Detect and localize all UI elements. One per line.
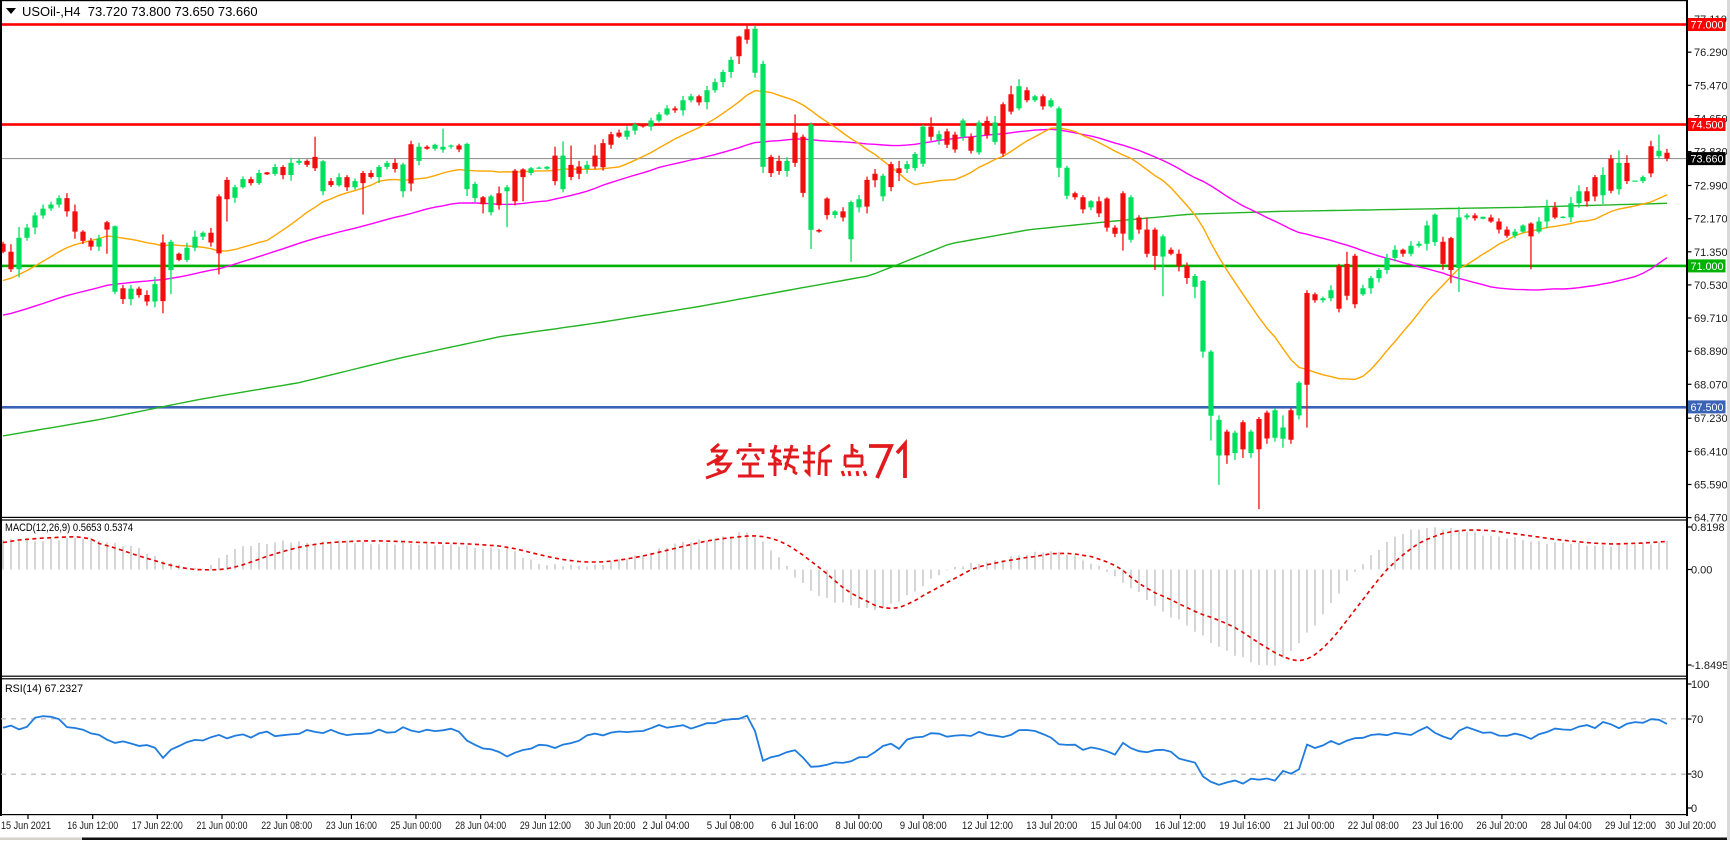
svg-text:5 Jul 08:00: 5 Jul 08:00 [707, 820, 754, 832]
svg-text:70: 70 [1691, 714, 1703, 726]
svg-text:73.660: 73.660 [1691, 154, 1724, 166]
svg-text:74.500: 74.500 [1691, 120, 1724, 132]
svg-text:67.500: 67.500 [1691, 402, 1724, 414]
svg-text:71.350: 71.350 [1694, 247, 1728, 259]
svg-text:28 Jun 04:00: 28 Jun 04:00 [455, 820, 506, 832]
svg-text:9 Jul 08:00: 9 Jul 08:00 [900, 820, 947, 832]
svg-text:67.230: 67.230 [1694, 413, 1728, 425]
svg-text:26 Jul 20:00: 26 Jul 20:00 [1476, 820, 1527, 832]
svg-text:13 Jul 20:00: 13 Jul 20:00 [1026, 820, 1077, 832]
svg-text:70.530: 70.530 [1694, 280, 1728, 292]
svg-text:23 Jun 16:00: 23 Jun 16:00 [326, 820, 377, 832]
svg-text:0.8198: 0.8198 [1691, 522, 1725, 534]
svg-text:30: 30 [1691, 769, 1703, 781]
svg-text:-1.8495: -1.8495 [1691, 660, 1728, 672]
svg-text:6 Jul 16:00: 6 Jul 16:00 [771, 820, 818, 832]
svg-text:29 Jun 12:00: 29 Jun 12:00 [520, 820, 571, 832]
svg-text:64.770: 64.770 [1694, 513, 1728, 525]
svg-text:72.170: 72.170 [1694, 214, 1728, 226]
svg-text:100: 100 [1691, 679, 1709, 691]
svg-text:19 Jul 16:00: 19 Jul 16:00 [1219, 820, 1270, 832]
svg-text:21 Jun 00:00: 21 Jun 00:00 [197, 820, 248, 832]
svg-text:30 Jun 20:00: 30 Jun 20:00 [585, 820, 636, 832]
svg-text:16 Jun 12:00: 16 Jun 12:00 [67, 820, 118, 832]
svg-text:28 Jul 04:00: 28 Jul 04:00 [1541, 820, 1592, 832]
svg-text:77.000: 77.000 [1691, 20, 1724, 32]
svg-text:22 Jun 08:00: 22 Jun 08:00 [261, 820, 312, 832]
svg-text:69.710: 69.710 [1694, 313, 1728, 325]
svg-text:MACD(12,26,9) 0.5653 0.5374: MACD(12,26,9) 0.5653 0.5374 [5, 522, 133, 534]
svg-text:21 Jul 00:00: 21 Jul 00:00 [1284, 820, 1335, 832]
svg-text:22 Jul 08:00: 22 Jul 08:00 [1348, 820, 1399, 832]
svg-text:76.290: 76.290 [1694, 47, 1728, 59]
svg-text:65.590: 65.590 [1694, 480, 1728, 492]
svg-text:RSI(14) 67.2327: RSI(14) 67.2327 [5, 683, 83, 695]
svg-text:75.470: 75.470 [1694, 80, 1728, 92]
svg-text:30 Jul 20:00: 30 Jul 20:00 [1665, 820, 1716, 832]
svg-text:23 Jul 16:00: 23 Jul 16:00 [1412, 820, 1463, 832]
svg-text:72.990: 72.990 [1694, 181, 1728, 193]
svg-text:68.890: 68.890 [1694, 346, 1728, 358]
svg-text:8 Jul 00:00: 8 Jul 00:00 [835, 820, 882, 832]
svg-text:17 Jun 22:00: 17 Jun 22:00 [132, 820, 183, 832]
svg-text:66.410: 66.410 [1694, 446, 1728, 458]
svg-text:0: 0 [1691, 803, 1697, 815]
svg-text:2 Jul 04:00: 2 Jul 04:00 [643, 820, 690, 832]
svg-text:29 Jul 12:00: 29 Jul 12:00 [1605, 820, 1656, 832]
svg-text:USOil-,H4 73.720 73.800 73.65: USOil-,H4 73.720 73.800 73.650 73.660 [22, 4, 258, 19]
svg-text:16 Jul 12:00: 16 Jul 12:00 [1155, 820, 1206, 832]
svg-text:12 Jul 12:00: 12 Jul 12:00 [962, 820, 1013, 832]
svg-text:25 Jun 00:00: 25 Jun 00:00 [391, 820, 442, 832]
svg-text:68.070: 68.070 [1694, 379, 1728, 391]
svg-text:0.00: 0.00 [1691, 565, 1712, 577]
svg-text:15 Jun 2021: 15 Jun 2021 [1, 820, 51, 832]
svg-text:71.000: 71.000 [1691, 261, 1724, 273]
svg-text:15 Jul 04:00: 15 Jul 04:00 [1091, 820, 1142, 832]
